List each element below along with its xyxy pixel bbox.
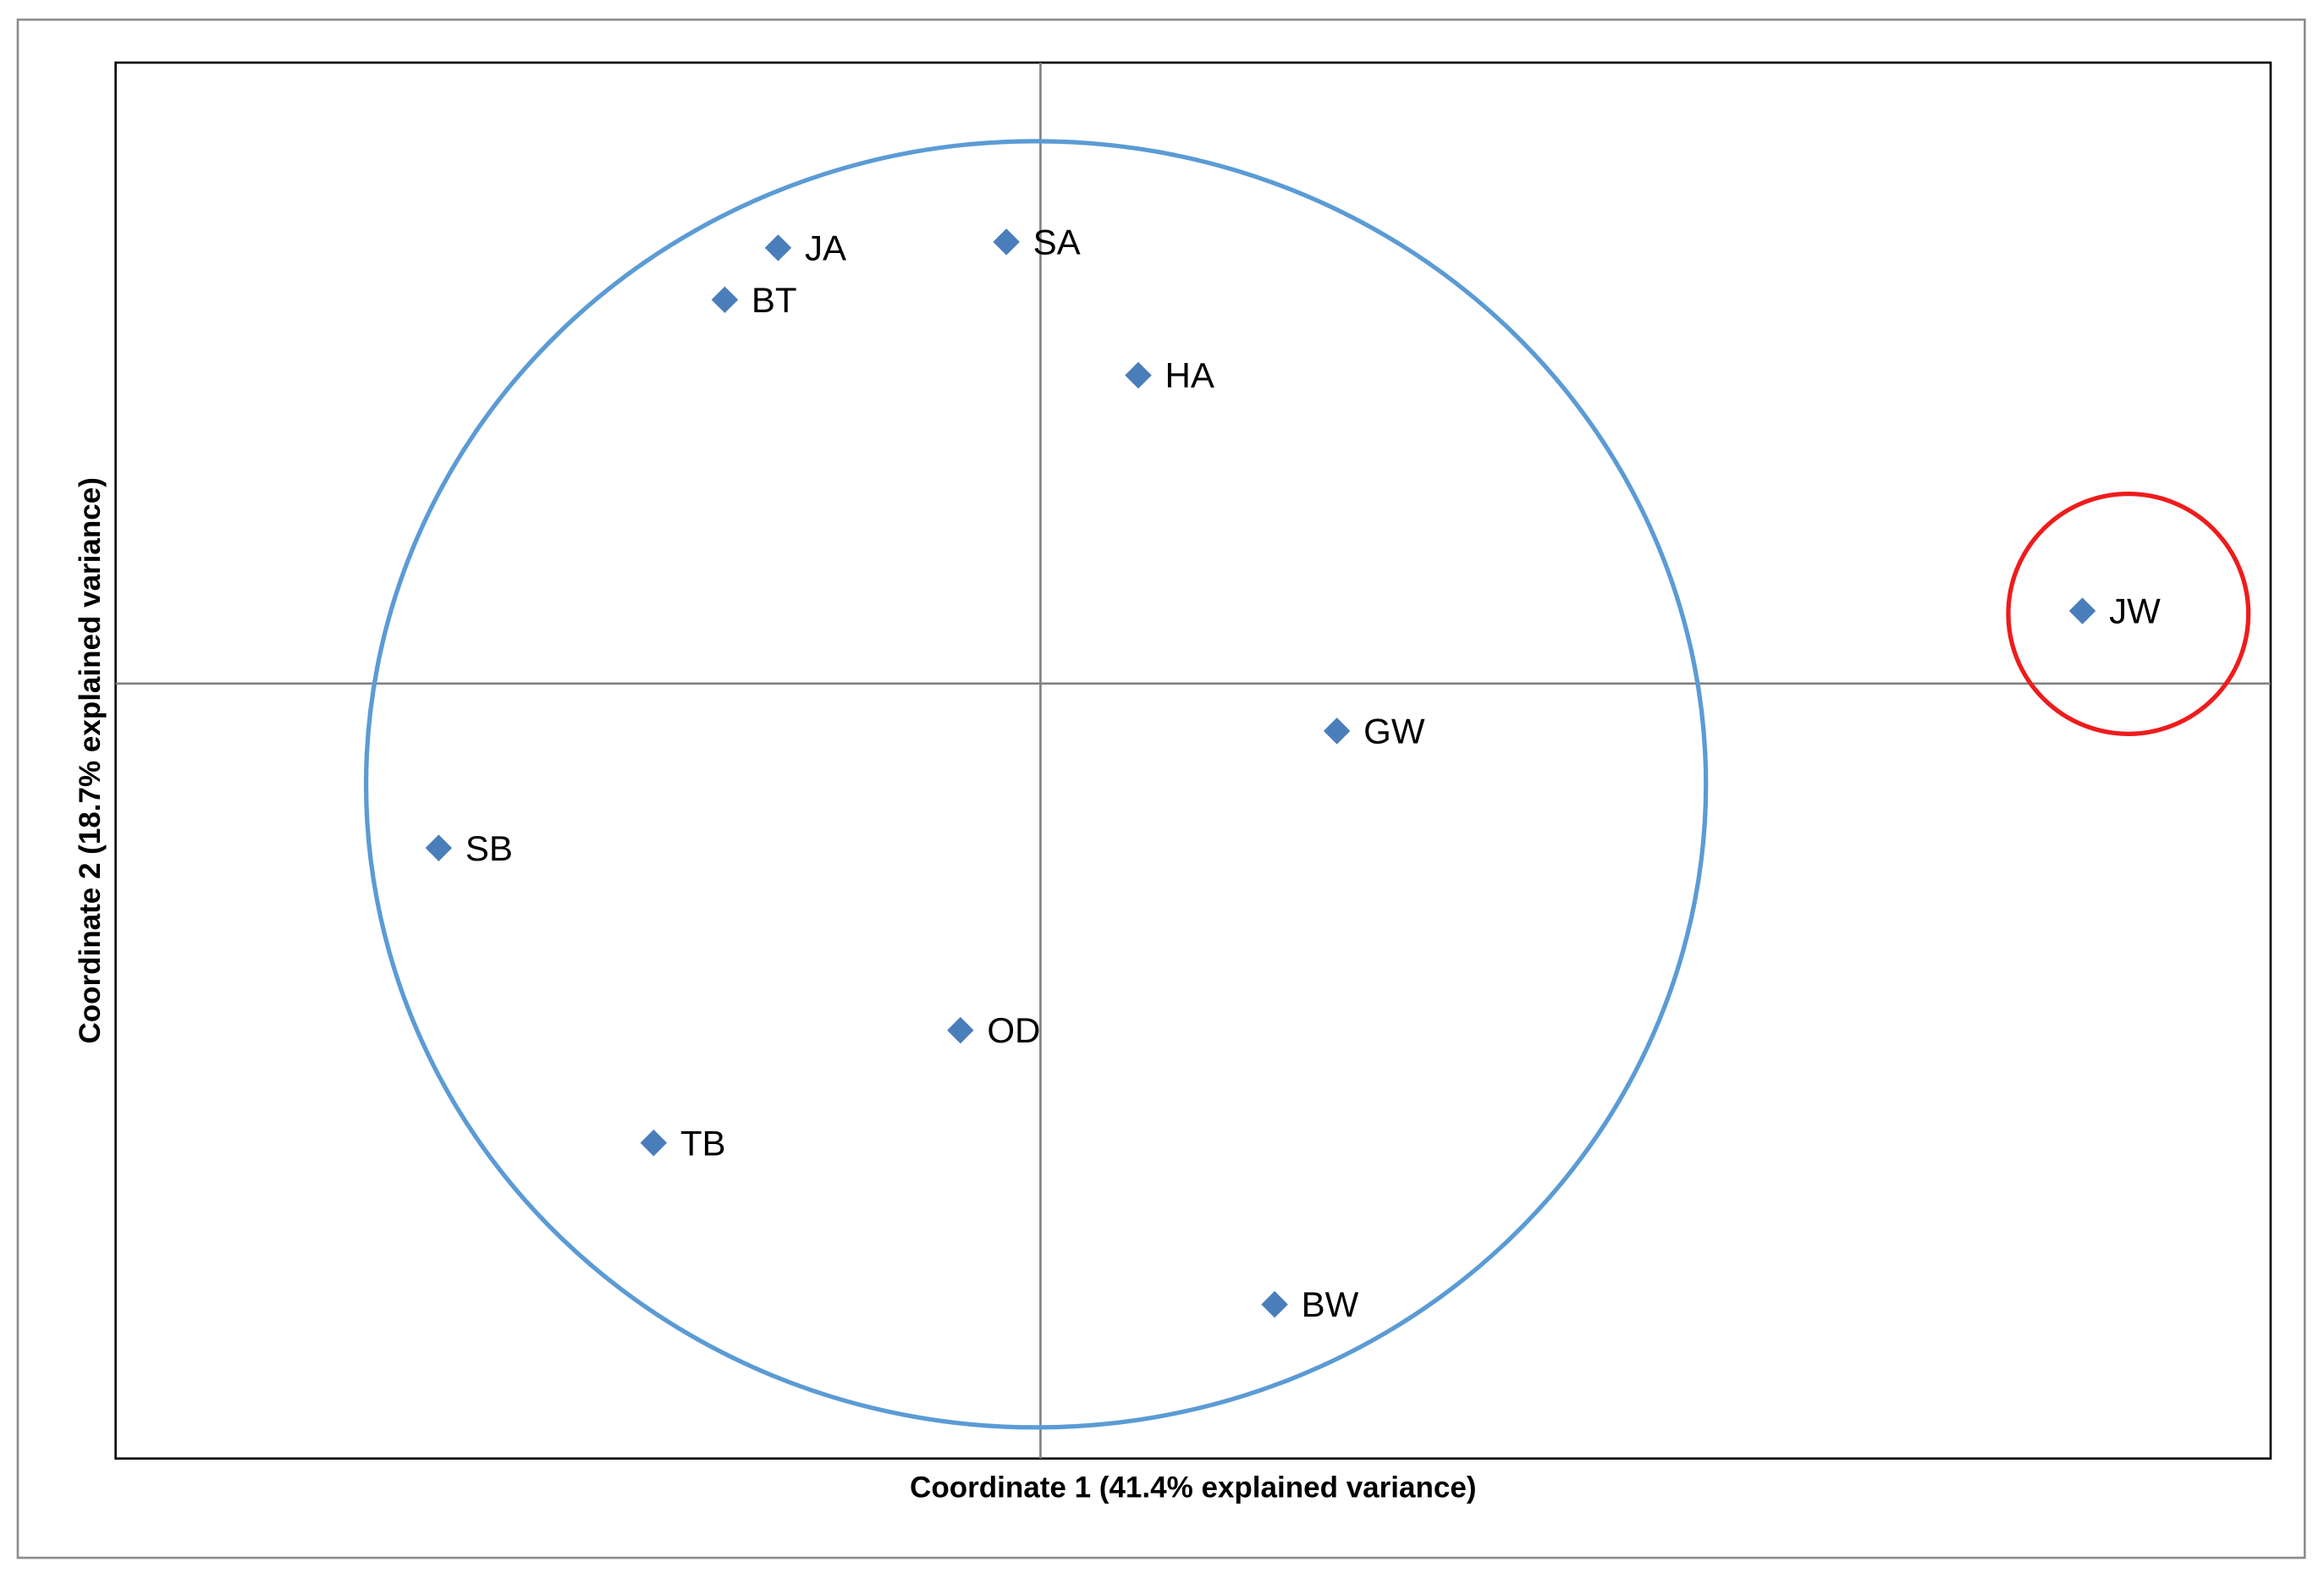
point-label: GW bbox=[1363, 711, 1425, 751]
point-label: OD bbox=[987, 1010, 1040, 1050]
point bbox=[711, 286, 739, 313]
point-label: TB bbox=[680, 1123, 726, 1163]
point-label: JA bbox=[805, 228, 846, 268]
point bbox=[640, 1129, 668, 1157]
point bbox=[425, 834, 453, 861]
plot-area bbox=[114, 61, 2272, 1460]
point bbox=[947, 1016, 974, 1044]
outlier-circle bbox=[2006, 491, 2251, 736]
point-label: BW bbox=[1302, 1284, 1359, 1324]
point-label: BT bbox=[752, 280, 797, 320]
point-label: HA bbox=[1165, 355, 1214, 395]
point bbox=[764, 234, 792, 261]
group-ellipse bbox=[363, 139, 1709, 1430]
point-label: SB bbox=[465, 828, 513, 868]
point-label: JW bbox=[2109, 591, 2161, 631]
point bbox=[1323, 718, 1351, 745]
axes bbox=[115, 63, 2271, 1459]
point bbox=[1261, 1290, 1288, 1318]
x-axis-title: Coordinate 1 (41.4% explained variance) bbox=[910, 1471, 1476, 1504]
point-label: SA bbox=[1033, 223, 1081, 262]
y-axis-title: Coordinate 2 (18.7% explained variance) bbox=[74, 477, 107, 1043]
point bbox=[993, 228, 1020, 256]
